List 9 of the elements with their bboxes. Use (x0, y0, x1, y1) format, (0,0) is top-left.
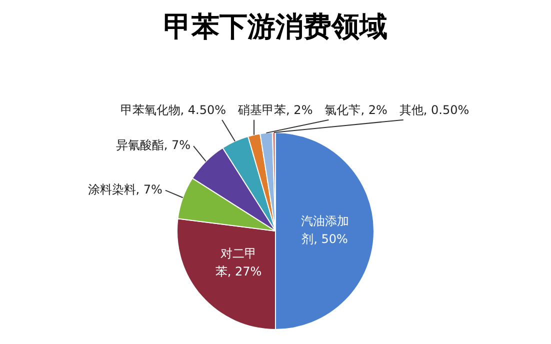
slice-label: 异氰酸酯, 7% (116, 138, 191, 152)
slice-label: 硝基甲苯, 2% (237, 102, 313, 117)
slice-label: 甲苯氧化物, 4.50% (120, 102, 226, 117)
slice-label: 对二甲苯, 27% (215, 246, 262, 279)
slice-label: 其他, 0.50% (399, 102, 470, 117)
slice-label: 涂料染料, 7% (88, 182, 162, 196)
slice-label: 氯化苄, 2% (324, 102, 388, 117)
slice-label: 汽油添加剂, 50% (300, 214, 349, 246)
chart-title: 甲苯下游消费领域 (162, 9, 388, 45)
